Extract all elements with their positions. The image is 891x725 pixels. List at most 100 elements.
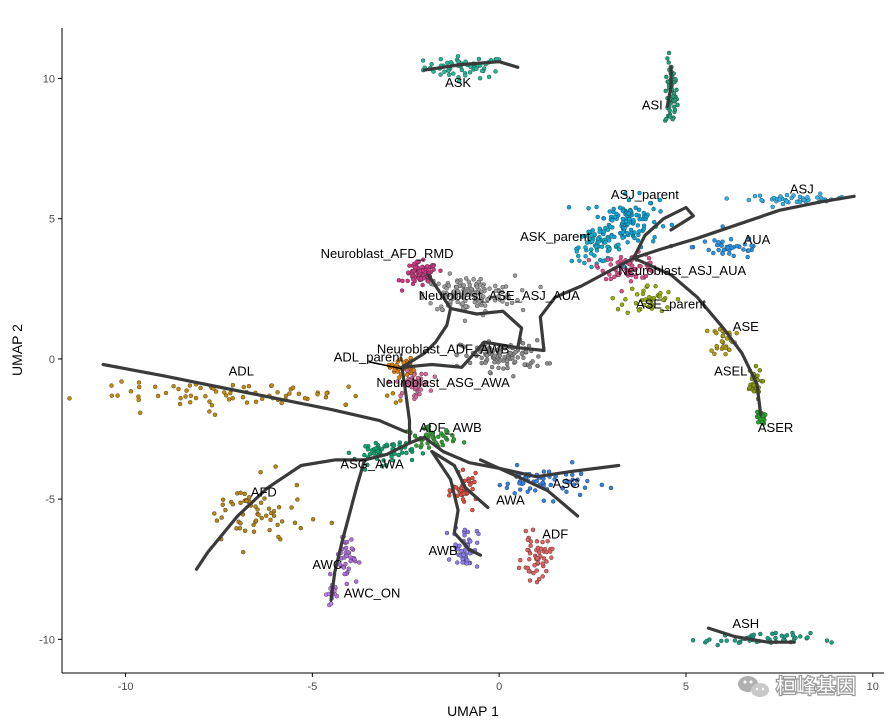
data-point [238, 500, 243, 505]
data-point [560, 485, 566, 491]
x-tick-label: 10 [867, 681, 879, 693]
data-point [719, 638, 724, 644]
data-point [375, 449, 381, 454]
data-point [724, 196, 729, 201]
data-point [594, 248, 600, 253]
data-point [451, 437, 457, 442]
data-point [582, 260, 587, 266]
data-point [240, 549, 246, 555]
data-point [632, 230, 637, 235]
data-point [460, 301, 465, 306]
data-point [473, 470, 478, 476]
data-point [258, 470, 263, 475]
data-point [583, 254, 588, 259]
data-point [467, 283, 472, 288]
data-point [579, 234, 585, 239]
data-point [765, 636, 770, 641]
data-point [187, 383, 193, 388]
cluster-label-awc-on: AWC_ON [344, 585, 401, 600]
data-point [603, 240, 608, 245]
trajectory-line [478, 458, 580, 518]
data-point [720, 239, 725, 244]
data-point [633, 274, 639, 280]
data-point [238, 521, 243, 526]
x-tick-label: 5 [683, 681, 689, 693]
data-point [478, 292, 483, 297]
data-point [639, 298, 645, 303]
data-point [404, 450, 409, 456]
data-point [476, 531, 481, 537]
data-point [618, 254, 624, 260]
data-point [422, 426, 427, 431]
data-point [176, 386, 181, 392]
data-point [520, 307, 526, 313]
data-point [723, 352, 728, 357]
data-point [518, 487, 523, 492]
trajectory-line [329, 458, 367, 602]
data-point [461, 552, 466, 557]
data-point [570, 460, 575, 465]
data-point [534, 478, 539, 484]
data-point [405, 278, 410, 284]
data-point [633, 205, 638, 210]
data-point [256, 512, 261, 517]
data-point [223, 393, 229, 398]
data-point [551, 499, 556, 504]
y-tick-label: 0 [49, 354, 55, 366]
data-point [328, 571, 333, 577]
data-point [391, 443, 396, 448]
data-point [538, 284, 543, 290]
data-point [619, 302, 625, 307]
data-point [627, 267, 633, 272]
data-point [259, 515, 264, 521]
data-point [599, 244, 605, 250]
trajectory-line [632, 256, 763, 417]
data-point [571, 482, 577, 487]
data-point [470, 486, 475, 492]
data-point [674, 87, 679, 93]
data-point [531, 570, 536, 576]
data-point [444, 428, 449, 433]
data-point [632, 235, 637, 241]
data-point [432, 374, 437, 379]
data-point [230, 502, 236, 507]
data-point [435, 307, 440, 312]
data-point [343, 402, 348, 407]
data-point [512, 491, 517, 496]
data-point [152, 384, 158, 389]
data-point [240, 395, 246, 400]
data-point [230, 396, 235, 401]
cluster-points-afd [212, 464, 334, 555]
data-point [444, 530, 450, 536]
data-point [471, 277, 476, 282]
cluster-label-ase-parent: ASE_parent [636, 296, 706, 311]
data-point [590, 228, 595, 233]
data-point [419, 442, 424, 448]
data-point [603, 276, 609, 282]
cluster-points-ash [690, 630, 834, 648]
data-point [455, 289, 461, 294]
data-point [535, 545, 541, 551]
data-point [246, 383, 252, 389]
data-point [520, 341, 526, 346]
data-point [727, 251, 732, 256]
data-point [808, 630, 813, 636]
data-point [541, 498, 546, 503]
data-point [273, 464, 278, 469]
data-point [440, 442, 446, 448]
data-point [664, 116, 669, 122]
data-point [623, 191, 628, 196]
data-point [646, 256, 652, 261]
data-point [625, 240, 630, 245]
data-point [665, 305, 670, 310]
data-point [666, 289, 671, 295]
data-point [456, 75, 461, 80]
data-point [824, 638, 830, 643]
data-point [436, 434, 441, 439]
cluster-label-ash: ASH [732, 616, 759, 631]
cluster-points-ask-parent [569, 226, 627, 270]
data-point [643, 273, 649, 279]
data-point [644, 214, 649, 220]
data-point [441, 433, 446, 438]
data-point [567, 479, 572, 484]
